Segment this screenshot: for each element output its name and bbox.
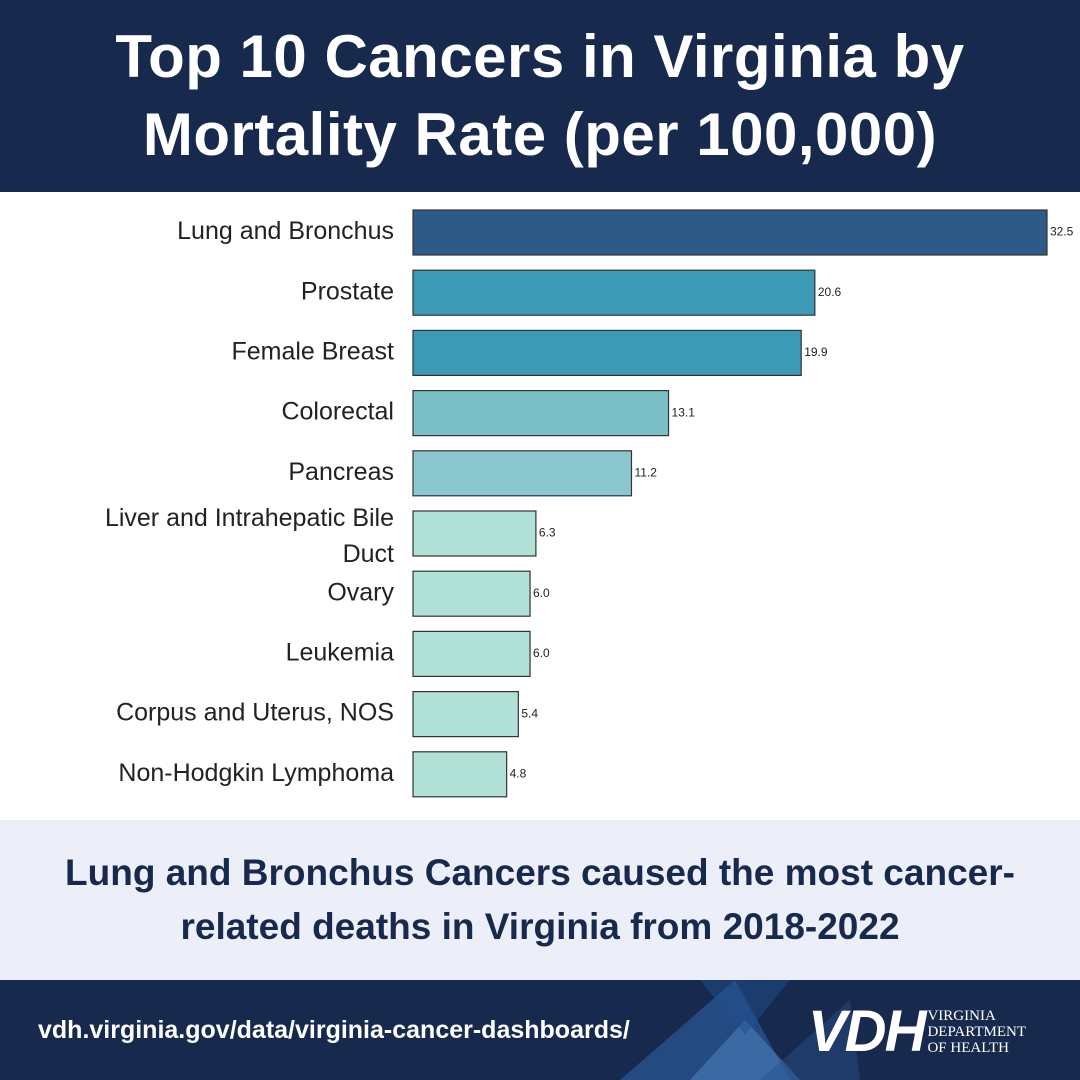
category-label: Pancreas — [288, 458, 394, 486]
category-label-line: Prostate — [301, 277, 394, 305]
chart-area: 32.5 Lung and Bronchus 20.6 Prostate 19.9 Fem… — [0, 192, 1080, 820]
bar-value-label: 19.9 — [804, 345, 828, 359]
footer-url-link[interactable]: vdh.virginia.gov/data/virginia-cancer-da… — [38, 1016, 630, 1044]
category-label-line: Corpus and Uterus, NOS — [116, 699, 394, 727]
category-label-line: Colorectal — [281, 398, 394, 426]
category-label-line: Ovary — [327, 578, 394, 606]
bar-value-label: 5.4 — [521, 706, 538, 720]
vdh-logo-text: VIRGINIA DEPARTMENT OF HEALTH — [927, 1008, 1026, 1056]
category-label-line: Duct — [343, 540, 394, 568]
category-label-line: Liver and Intrahepatic Bile — [105, 504, 394, 532]
category-label: Corpus and Uterus, NOS — [116, 699, 394, 727]
page-title: Top 10 Cancers in Virginia by Mortality … — [115, 23, 965, 168]
bar-3 — [412, 390, 670, 437]
vdh-logo: VDH VIRGINIA DEPARTMENT OF HEALTH — [808, 1002, 1026, 1062]
vdh-logo-mark: VDH — [808, 999, 926, 1064]
bar-value-label: 4.8 — [510, 766, 527, 780]
callout-banner: Lung and Bronchus Cancers caused the mos… — [0, 820, 1080, 980]
category-label: Lung and Bronchus — [177, 217, 394, 245]
category-label: Ovary — [327, 578, 394, 606]
bar-1 — [412, 269, 816, 316]
category-label-line: Lung and Bronchus — [177, 217, 394, 245]
footer: vdh.virginia.gov/data/virginia-cancer-da… — [0, 980, 1080, 1080]
logo-line-1: VIRGINIA — [927, 1008, 996, 1024]
bar-value-label: 6.0 — [533, 646, 550, 660]
category-label: Leukemia — [286, 639, 394, 667]
category-label: Female Breast — [231, 338, 394, 366]
category-label-line: Leukemia — [286, 639, 394, 667]
bar-2 — [412, 329, 802, 376]
category-label: Liver and Intrahepatic Bile Duct — [105, 504, 394, 568]
bar-0 — [412, 209, 1048, 256]
logo-line-3: OF HEALTH — [927, 1040, 1010, 1056]
logo-line-2: DEPARTMENT — [927, 1024, 1027, 1040]
category-label: Non-Hodgkin Lymphoma — [118, 759, 394, 787]
category-label: Prostate — [301, 277, 394, 305]
title-banner: Top 10 Cancers in Virginia by Mortality … — [0, 0, 1080, 192]
bar-7 — [412, 630, 531, 677]
category-label-line: Female Breast — [231, 338, 394, 366]
bar-6 — [412, 570, 531, 617]
bar-value-label: 11.2 — [634, 465, 657, 479]
category-label: Colorectal — [281, 398, 394, 426]
bar-4 — [412, 450, 633, 497]
category-label-line: Pancreas — [288, 458, 394, 486]
bar-5 — [412, 510, 537, 557]
bar-8 — [412, 691, 519, 738]
category-label-line: Non-Hodgkin Lymphoma — [118, 759, 394, 787]
footer-decoration — [620, 980, 860, 1080]
callout-text: Lung and Bronchus Cancers caused the mos… — [65, 852, 1015, 947]
bar-value-label: 6.3 — [539, 526, 556, 540]
bar-value-label: 13.1 — [672, 405, 696, 419]
bar-value-label: 20.6 — [818, 285, 842, 299]
bar-9 — [412, 751, 508, 798]
bar-value-label: 32.5 — [1050, 225, 1074, 239]
bar-value-label: 6.0 — [533, 586, 550, 600]
bar-chart: 32.5 Lung and Bronchus 20.6 Prostate 19.9 Fem… — [105, 209, 1074, 798]
